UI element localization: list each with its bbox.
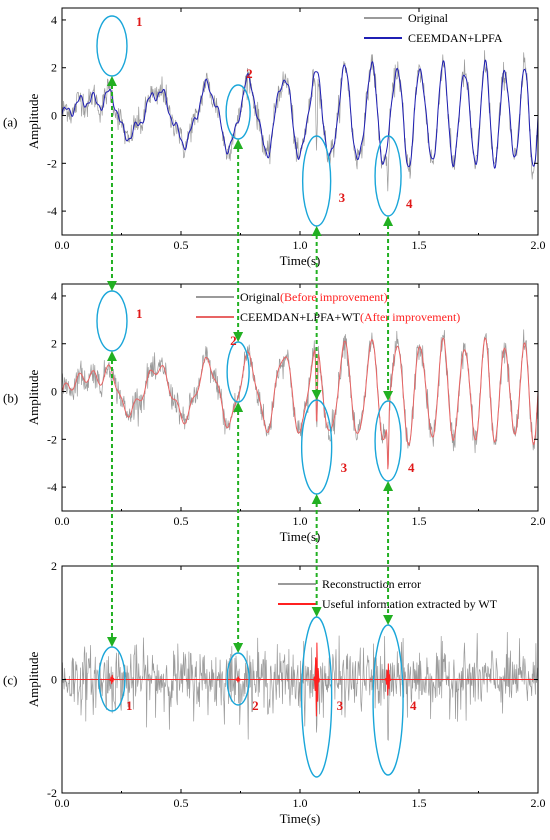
y-tick-label: 2	[51, 559, 57, 573]
x-tick-label: 0.5	[174, 796, 189, 810]
legend-label-suffix: (Before improvement)	[280, 290, 388, 304]
x-tick-label: 0.0	[55, 796, 70, 810]
marker-number: 2	[230, 333, 237, 348]
x-tick-label: 0.5	[174, 514, 189, 528]
panel-b-axes: 0.0 0.5 1.0 1.5 2.0 -4 -2 0 2 4 Time(s) Amplitude (b…	[3, 283, 546, 544]
y-tick-label: 0	[51, 385, 57, 399]
x-tick-label: 1.0	[293, 514, 308, 528]
plot-data-layer	[62, 50, 538, 741]
legend-a: Original CEEMDAN+LPFA	[364, 11, 503, 45]
y-axis-title: Amplitude	[26, 651, 41, 707]
highlight-ellipse	[372, 624, 404, 776]
x-tick-label: 1.0	[293, 238, 308, 252]
legend-label-useful-information: Useful information extracted by WT	[322, 597, 498, 611]
marker-number: 3	[337, 698, 344, 713]
x-tick-label: 0.0	[55, 514, 70, 528]
x-tick-label: 1.5	[412, 238, 427, 252]
y-tick-label: 0	[51, 673, 57, 687]
highlight-ellipse	[300, 616, 333, 778]
x-axis-title: Time(s)	[280, 811, 321, 826]
marker-number: 4	[410, 698, 417, 713]
x-tick-label: 1.5	[412, 514, 427, 528]
legend-label-main: CEEMDAN+LPFA+WT	[240, 310, 361, 324]
legend-label-original: Original(Before improvement)	[240, 290, 388, 304]
series-reconstruction-error	[62, 631, 538, 741]
panel-c-series	[62, 631, 538, 741]
highlight-ellipse	[226, 341, 250, 403]
marker-number: 2	[246, 66, 253, 81]
y-tick-label: -4	[47, 204, 57, 218]
y-tick-label: 0	[51, 109, 57, 123]
x-tick-label: 1.0	[293, 796, 308, 810]
legend-background	[192, 289, 528, 329]
y-tick-label: 2	[51, 337, 57, 351]
legend-label-ceemdan-lpfa: CEEMDAN+LPFA	[408, 31, 503, 45]
legend-label-reconstruction-error: Reconstruction error	[322, 577, 421, 591]
y-tick-label: -2	[47, 786, 57, 800]
legend-c: Reconstruction error Useful information e…	[274, 576, 534, 616]
series-original	[62, 329, 538, 461]
series-ceemdan-lpfa	[62, 59, 538, 169]
panel-label: (c)	[3, 673, 17, 688]
x-tick-label: 0.5	[174, 238, 189, 252]
x-axis-title: Time(s)	[280, 529, 321, 544]
legend-b: Original(Before improvement) CEEMDAN+LPFA…	[192, 289, 528, 329]
y-tick-label: -4	[47, 480, 57, 494]
marker-number: 4	[408, 460, 415, 475]
legend-label-main: Original	[240, 290, 281, 304]
marker-number: 1	[136, 14, 143, 29]
y-axis-title: Amplitude	[26, 369, 41, 425]
marker-number: 3	[341, 460, 348, 475]
y-tick-label: 4	[51, 289, 57, 303]
legend-label-original: Original	[408, 11, 449, 25]
series-original	[62, 50, 538, 192]
x-tick-label: 1.5	[412, 796, 427, 810]
x-tick-label: 0.0	[55, 238, 70, 252]
panel-label: (b)	[3, 391, 18, 406]
x-tick-label: 2.0	[531, 796, 546, 810]
series-ceemdan-lpfa-wt	[62, 337, 538, 470]
panel-a-series	[62, 50, 538, 192]
highlight-ellipse	[96, 290, 128, 352]
panel-a-axes: 0.0 0.5 1.0 1.5 2.0 -4 -2 0 2 4 Time(s) Amplitude (a…	[3, 7, 546, 268]
highlight-ellipse	[225, 84, 251, 140]
series-useful-information	[62, 642, 538, 717]
marker-number: 1	[126, 698, 133, 713]
y-tick-label: 4	[51, 13, 57, 27]
marker-number: 4	[406, 196, 413, 211]
panel-b-series	[62, 329, 538, 470]
y-tick-label: -2	[47, 432, 57, 446]
y-axis-title: Amplitude	[26, 93, 41, 149]
legend-label-ceemdan-lpfa-wt: CEEMDAN+LPFA+WT(After improvement)	[240, 310, 460, 324]
axes-layer: 0.0 0.5 1.0 1.5 2.0 -4 -2 0 2 4 Time(s) Amplitude (a…	[3, 7, 546, 826]
marker-number: 3	[339, 190, 346, 205]
highlight-ellipse	[98, 646, 126, 712]
y-tick-label: -2	[47, 156, 57, 170]
marker-number: 2	[252, 698, 259, 713]
highlight-ellipse	[226, 652, 250, 706]
legend-label-suffix: (After improvement)	[360, 310, 460, 324]
x-tick-label: 2.0	[531, 514, 546, 528]
panel-c-markers: 1 2 3 4	[98, 616, 417, 778]
y-tick-label: 2	[51, 61, 57, 75]
marker-number: 1	[136, 306, 143, 321]
panel-label: (a)	[3, 115, 17, 130]
connector-arrows	[106, 76, 394, 653]
x-tick-label: 2.0	[531, 238, 546, 252]
highlight-ellipse	[96, 15, 128, 77]
panel-c-axes: 0.0 0.5 1.0 1.5 2.0 -2 0 2 Time(s) Amplitude (c)	[3, 559, 546, 826]
x-axis-title: Time(s)	[280, 253, 321, 268]
